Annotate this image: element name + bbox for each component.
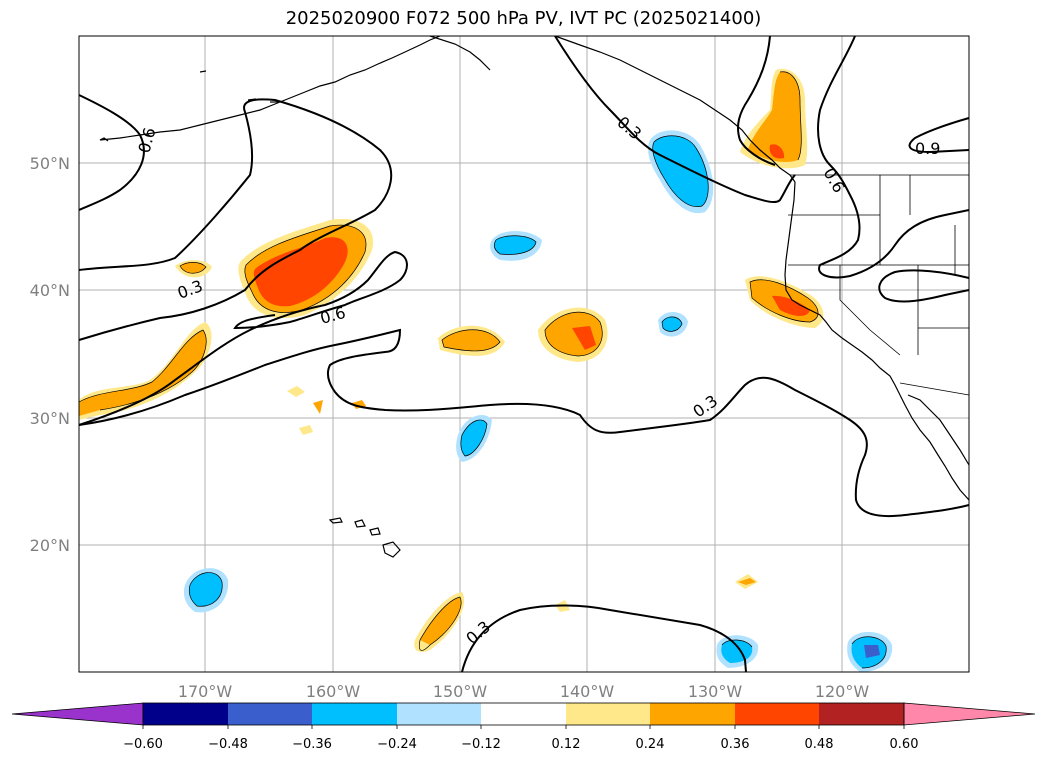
contour-0-3-south xyxy=(461,604,747,673)
colorbar-extend-high xyxy=(903,702,1036,726)
contour-0-6-right xyxy=(817,35,970,279)
lon-label-130w: 130°W xyxy=(688,682,743,701)
political-borders xyxy=(788,174,970,396)
colorbar-tick: 0.24 xyxy=(636,737,665,752)
colorbar-segment xyxy=(650,703,735,725)
colorbar: −0.60 −0.48 −0.36 −0.24 −0.12 0.12 0.24 … xyxy=(11,702,1036,752)
colorbar-tick: 0.60 xyxy=(890,737,919,752)
lon-label-170w: 170°W xyxy=(178,682,233,701)
lat-label-40n: 40°N xyxy=(30,281,70,300)
lon-label-160w: 160°W xyxy=(306,682,361,701)
colorbar-segment xyxy=(566,703,650,725)
plot-frame xyxy=(78,35,970,673)
colorbar-segment xyxy=(397,703,481,725)
colorbar-tick: −0.24 xyxy=(377,737,417,752)
contour-0-6-mid-2 xyxy=(78,328,970,518)
colorbar-extend-low xyxy=(11,702,144,726)
colorbar-tick: −0.36 xyxy=(292,737,332,752)
colorbar-tick: −0.60 xyxy=(123,737,163,752)
ivt-shade-small-1-mid xyxy=(180,262,206,274)
contour-0-9-lower xyxy=(878,269,970,303)
plot-area xyxy=(79,36,969,672)
lon-label-120w: 120°W xyxy=(815,682,870,701)
contour-0-3-west xyxy=(78,98,393,341)
lon-tick-labels: 170°W 160°W 150°W 140°W 130°W 120°W xyxy=(178,682,870,701)
ivt-shade-big-high xyxy=(253,237,348,307)
lon-label-150w: 150°W xyxy=(433,682,488,701)
lat-label-50n: 50°N xyxy=(30,154,70,173)
colorbar-segment xyxy=(481,703,566,725)
lat-label-20n: 20°N xyxy=(30,536,70,555)
colorbar-tick: 0.48 xyxy=(805,737,834,752)
map-title: 2025020900 F072 500 hPa PV, IVT PC (2025… xyxy=(285,8,762,29)
colorbar-segment xyxy=(143,703,228,725)
colorbar-segment xyxy=(735,703,819,725)
coastlines xyxy=(99,35,970,558)
colorbar-segment xyxy=(819,703,904,725)
colorbar-segment xyxy=(312,703,397,725)
contour-0-9-right xyxy=(908,117,970,154)
contour-0-6-west xyxy=(78,94,145,211)
lon-label-140w: 140°W xyxy=(560,682,615,701)
lat-label-30n: 30°N xyxy=(30,409,70,428)
pv-contours xyxy=(78,35,970,673)
contour-0-6-mid xyxy=(78,250,408,426)
lat-tick-labels: 50°N 40°N 30°N 20°N xyxy=(30,154,70,555)
colorbar-tick: −0.12 xyxy=(461,737,501,752)
colorbar-tick: 0.12 xyxy=(552,737,581,752)
ivt-negative-shading xyxy=(183,130,893,672)
contour-0-3-north xyxy=(554,35,796,204)
contour-label-6: 0.9 xyxy=(915,139,940,158)
contour-0-3-north-b xyxy=(737,35,776,166)
colorbar-segment xyxy=(228,703,312,725)
colorbar-tick: 0.36 xyxy=(721,737,750,752)
colorbar-tick: −0.48 xyxy=(208,737,248,752)
ivt-shade-west-band xyxy=(79,330,207,416)
